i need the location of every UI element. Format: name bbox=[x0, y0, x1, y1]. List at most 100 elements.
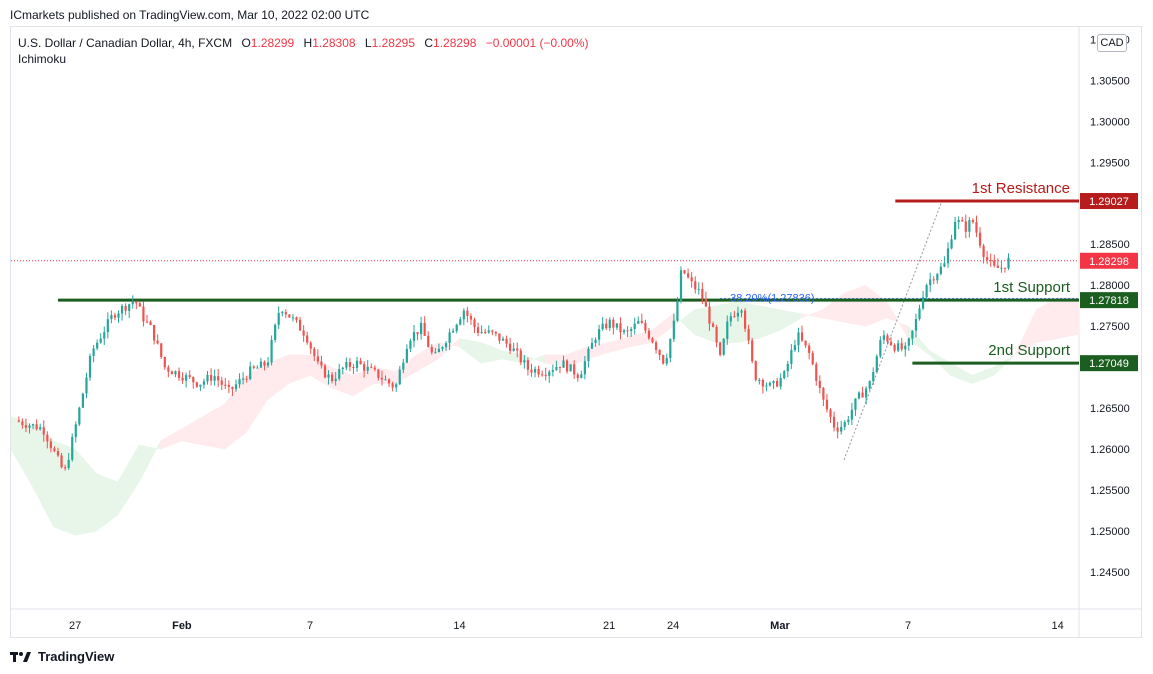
candle-body bbox=[587, 348, 590, 362]
candle-body bbox=[455, 324, 458, 331]
candle-body bbox=[615, 323, 619, 328]
price-tick-label: 1.28500 bbox=[1090, 239, 1130, 251]
candle-body bbox=[601, 323, 604, 330]
candle-body bbox=[53, 448, 56, 452]
candle-body bbox=[341, 367, 344, 370]
candle-body bbox=[452, 330, 455, 333]
candle-body bbox=[544, 374, 547, 376]
time-axis: 27 Feb 7 14 21 24 Mar 7 14 bbox=[69, 620, 1064, 632]
candle-body bbox=[39, 427, 42, 430]
candle-body bbox=[277, 312, 280, 325]
candle-body bbox=[117, 313, 120, 318]
candle-body bbox=[758, 379, 761, 381]
candle-body bbox=[982, 245, 985, 258]
cloud-segment bbox=[779, 309, 802, 331]
candle-body bbox=[1007, 257, 1010, 269]
candle-body bbox=[153, 324, 156, 341]
candle-body bbox=[590, 343, 594, 349]
legend-low-label: L bbox=[364, 36, 372, 50]
candle-body bbox=[498, 333, 501, 341]
candle-body bbox=[776, 380, 779, 387]
candle-body bbox=[64, 467, 67, 469]
candle-body bbox=[320, 361, 323, 366]
cloud-segment bbox=[801, 309, 823, 319]
candle-body bbox=[484, 331, 487, 333]
candle-body bbox=[252, 366, 255, 368]
candle-body bbox=[708, 306, 711, 324]
candle-body bbox=[270, 339, 273, 363]
candle-body bbox=[548, 371, 551, 376]
legend-symbol: U.S. Dollar / Canadian Dollar, 4h, FXCM bbox=[18, 36, 233, 50]
footer-brand[interactable]: TradingView bbox=[10, 649, 114, 664]
price-tick-label: 1.24500 bbox=[1090, 567, 1130, 579]
candle-body bbox=[647, 330, 651, 339]
candle-body bbox=[722, 338, 725, 355]
candle-body bbox=[487, 330, 490, 333]
candle-body bbox=[17, 420, 20, 422]
candle-body bbox=[206, 374, 209, 382]
candle-body bbox=[676, 301, 679, 321]
price-tick-label: 1.27500 bbox=[1090, 321, 1130, 333]
candle-body bbox=[914, 318, 918, 331]
candle-body bbox=[569, 364, 572, 372]
candle-body bbox=[779, 378, 782, 387]
time-tick-label: 7 bbox=[905, 620, 911, 632]
candle-body bbox=[377, 369, 380, 378]
candle-body bbox=[619, 323, 622, 333]
candles bbox=[17, 214, 1010, 471]
candle-body bbox=[964, 221, 967, 232]
candle-body bbox=[345, 361, 348, 368]
trend-line[interactable] bbox=[843, 199, 943, 460]
candle-body bbox=[242, 378, 245, 380]
time-tick-label: 7 bbox=[307, 620, 313, 632]
candle-body bbox=[904, 345, 907, 350]
candle-body bbox=[238, 379, 241, 385]
candle-body bbox=[309, 342, 312, 349]
candle-body bbox=[772, 380, 775, 383]
candle-body bbox=[145, 321, 149, 323]
candle-body bbox=[249, 366, 252, 380]
candle-body bbox=[444, 343, 448, 348]
time-tick-label: 14 bbox=[1052, 620, 1064, 632]
candle-body bbox=[893, 344, 896, 351]
candle-body bbox=[195, 382, 198, 387]
price-tick-label: 1.28000 bbox=[1090, 280, 1130, 292]
candle-body bbox=[733, 316, 736, 318]
candle-body bbox=[295, 317, 298, 320]
candle-body bbox=[1003, 267, 1007, 269]
indicator-label[interactable]: Ichimoku bbox=[18, 52, 67, 66]
level-label: 1st Support bbox=[993, 279, 1071, 296]
candle-body bbox=[861, 392, 864, 398]
price-tick-label: 1.30500 bbox=[1090, 75, 1130, 87]
candle-body bbox=[509, 343, 512, 351]
candle-body bbox=[256, 367, 259, 369]
candle-body bbox=[993, 260, 996, 266]
candle-body bbox=[900, 343, 903, 350]
candle-body bbox=[644, 322, 647, 331]
candle-body bbox=[551, 370, 554, 372]
time-tick-label: 24 bbox=[667, 620, 679, 632]
candle-body bbox=[854, 398, 857, 410]
candle-body bbox=[811, 352, 814, 365]
candle-body bbox=[886, 335, 889, 342]
candle-body bbox=[327, 374, 330, 378]
candle-body bbox=[847, 419, 850, 422]
candle-body bbox=[359, 360, 362, 365]
candle-body bbox=[889, 341, 893, 345]
candle-body bbox=[67, 459, 70, 469]
candle-body bbox=[441, 347, 444, 349]
candle-body bbox=[420, 322, 423, 335]
candle-body bbox=[402, 362, 405, 370]
candle-body bbox=[530, 369, 533, 373]
level-label: 1st Resistance bbox=[972, 180, 1070, 197]
candle-body bbox=[437, 348, 441, 353]
cloud-segment bbox=[138, 440, 161, 483]
legend-open-label: O bbox=[241, 36, 251, 50]
currency-badge[interactable]: CAD bbox=[1097, 34, 1127, 52]
candle-body bbox=[793, 345, 797, 351]
candle-body bbox=[81, 393, 85, 408]
candle-body bbox=[729, 316, 732, 322]
candle-body bbox=[583, 361, 586, 375]
candle-body bbox=[694, 281, 697, 290]
